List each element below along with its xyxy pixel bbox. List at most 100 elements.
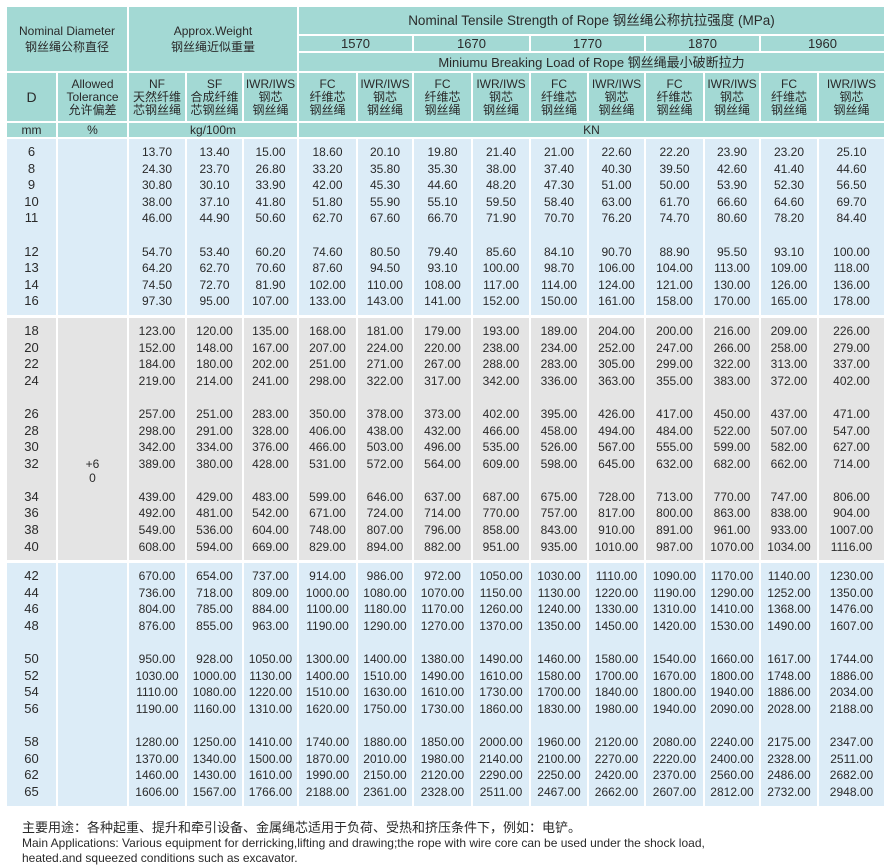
tolerance-cell	[57, 177, 129, 194]
grade-1960: 1960	[760, 35, 884, 53]
value-cell: 267.00	[413, 356, 473, 373]
value-cell: 2511.00	[472, 783, 531, 801]
data-block: 42 670.00 654.00 737.00 914.00 986.00 972.00 10…	[7, 563, 884, 806]
padding-cell	[357, 138, 414, 144]
value-cell: 350.00	[298, 405, 358, 423]
value-cell: 35.80	[357, 160, 414, 178]
value-cell: 1220.00	[243, 684, 299, 701]
padding-cell	[530, 563, 589, 569]
value-cell: 76.20	[588, 210, 646, 227]
column-header-line: 钢丝绳	[309, 102, 346, 117]
value-cell: 1840.00	[588, 684, 646, 701]
value-cell: 439.00	[128, 488, 187, 506]
padding-cell	[298, 309, 358, 315]
padding-cell	[357, 800, 414, 806]
value-cell: 18.60	[298, 144, 358, 161]
value-cell: 1368.00	[760, 601, 819, 619]
value-cell: 74.60	[298, 243, 358, 261]
value-cell: 2662.00	[588, 783, 646, 801]
value-cell: 44.60	[413, 177, 473, 194]
value-cell: 1960.00	[530, 734, 589, 751]
value-cell: 1130.00	[530, 584, 589, 602]
value-cell: 168.00	[298, 322, 358, 340]
value-cell: 58.40	[530, 193, 589, 211]
value-cell: 1750.00	[357, 701, 414, 718]
tolerance-cell	[57, 243, 129, 261]
value-cell: 376.00	[243, 439, 299, 456]
value-cell: 1290.00	[357, 618, 414, 635]
column-header-line: 钢芯	[839, 89, 864, 104]
spacer-cell	[357, 717, 414, 735]
padding-cell	[57, 563, 129, 569]
value-cell: 1730.00	[472, 684, 531, 701]
value-cell: 63.00	[588, 193, 646, 211]
approx-weight-header: Approx.Weight 钢丝绳近似重量	[128, 7, 299, 73]
value-cell: 536.00	[186, 522, 244, 539]
value-cell: 2140.00	[472, 750, 531, 768]
spacer-cell	[472, 389, 531, 406]
unit-mm: mm	[7, 122, 58, 139]
value-cell: 41.80	[243, 193, 299, 211]
spacer-cell	[357, 472, 414, 489]
value-cell: 23.20	[760, 144, 819, 161]
value-cell: 2188.00	[818, 701, 884, 718]
value-cell: 598.00	[530, 455, 589, 473]
value-cell: 85.60	[472, 243, 531, 261]
value-cell: 180.00	[186, 356, 244, 373]
value-cell: 496.00	[413, 439, 473, 456]
value-cell: 161.00	[588, 293, 646, 310]
table-row: 20 152.00 148.00 167.00 207.00 224.00 220.00 23…	[7, 339, 884, 357]
padding-cell	[57, 800, 129, 806]
diameter-cell: 56	[7, 701, 58, 718]
padding-cell	[186, 555, 244, 561]
padding-cell	[704, 309, 761, 315]
value-cell: 645.00	[588, 455, 646, 473]
padding-cell	[760, 317, 819, 323]
value-cell: 675.00	[530, 488, 589, 506]
value-cell: 891.00	[645, 522, 705, 539]
padding-cell	[298, 555, 358, 561]
value-cell: 226.00	[818, 322, 884, 340]
value-cell: 471.00	[818, 405, 884, 423]
value-cell: 1490.00	[413, 667, 473, 685]
value-cell: 884.00	[243, 601, 299, 619]
value-cell: 1610.00	[243, 767, 299, 784]
diameter-cell: 22	[7, 356, 58, 373]
spacer-row	[7, 717, 884, 735]
column-header: IWR/IWS 钢芯 钢丝绳	[818, 72, 884, 123]
padding-cell	[57, 555, 129, 561]
spacer-cell	[588, 226, 646, 244]
spacer-cell	[186, 226, 244, 244]
value-cell: 337.00	[818, 356, 884, 373]
value-cell: 2682.00	[818, 767, 884, 784]
value-cell: 23.90	[704, 144, 761, 161]
value-cell: 19.80	[413, 144, 473, 161]
unit-percent: %	[57, 122, 129, 139]
value-cell: 535.00	[472, 439, 531, 456]
spacer-row: 0	[7, 472, 884, 489]
value-cell: 181.00	[357, 322, 414, 340]
value-cell: 380.00	[186, 455, 244, 473]
padding-cell	[57, 309, 129, 315]
value-cell: 1740.00	[298, 734, 358, 751]
spacer-cell	[298, 634, 358, 652]
spacer-cell	[413, 472, 473, 489]
value-cell: 121.00	[645, 276, 705, 294]
value-cell: 104.00	[645, 260, 705, 277]
diameter-cell: 54	[7, 684, 58, 701]
value-cell: 1460.00	[530, 651, 589, 668]
diameter-cell: 26	[7, 405, 58, 423]
table-row: 38 549.00 536.00 604.00 748.00 807.00 796.00 85…	[7, 522, 884, 539]
value-cell: 88.90	[645, 243, 705, 261]
value-cell: 1410.00	[243, 734, 299, 751]
value-cell: 2486.00	[760, 767, 819, 784]
diameter-cell: 42	[7, 568, 58, 585]
spacer-cell	[57, 717, 129, 735]
value-cell: 547.00	[818, 422, 884, 440]
value-cell: 654.00	[186, 568, 244, 585]
value-cell: 1700.00	[588, 667, 646, 685]
value-cell: 200.00	[645, 322, 705, 340]
tolerance-cell	[57, 684, 129, 701]
value-cell: 2250.00	[530, 767, 589, 784]
value-cell: 1340.00	[186, 750, 244, 768]
